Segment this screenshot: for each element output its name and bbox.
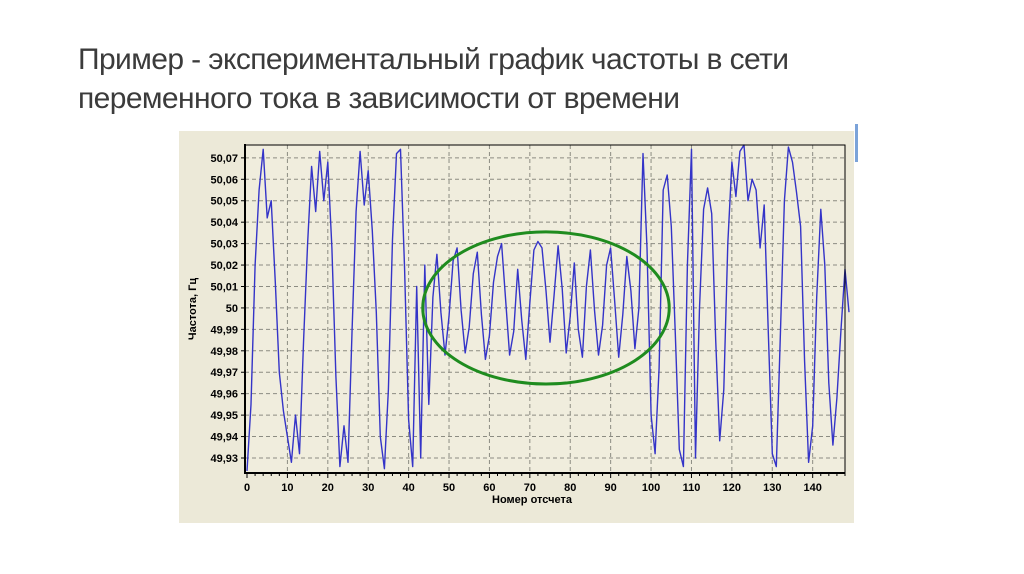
y-tick-label: 49,98 xyxy=(210,346,238,358)
slide-title: Пример - экспериментальный график частот… xyxy=(78,40,978,118)
x-tick-label: 10 xyxy=(281,482,293,494)
x-tick-label: 40 xyxy=(402,482,414,494)
x-tick-label: 100 xyxy=(642,482,660,494)
x-tick-label: 80 xyxy=(564,482,576,494)
y-tick-label: 50,06 xyxy=(210,174,238,186)
x-tick-label: 70 xyxy=(524,482,536,494)
x-tick-label: 30 xyxy=(362,482,374,494)
frequency-chart: 50,07 50,06 50,05 50,04 50,03 50,02 50,01 50 49,… xyxy=(187,144,850,506)
y-tick-label: 50,05 xyxy=(210,196,238,208)
x-tick-label: 0 xyxy=(244,482,250,494)
x-axis-title: Номер отсчета xyxy=(492,494,573,506)
y-tick-label: 50,03 xyxy=(210,239,238,251)
x-tick-label: 140 xyxy=(803,482,821,494)
frequency-series-line xyxy=(246,144,850,471)
x-tick-label: 60 xyxy=(483,482,495,494)
slide-title-line-2: переменного тока в зависимости от времен… xyxy=(78,82,680,115)
x-tick-label: 50 xyxy=(443,482,455,494)
y-tick-label: 50,04 xyxy=(210,217,238,229)
y-tick-label: 49,99 xyxy=(210,324,238,336)
slide-title-line-1: Пример - экспериментальный график частот… xyxy=(78,43,789,76)
y-tick-label: 50,07 xyxy=(210,153,238,165)
y-tick-label: 49,97 xyxy=(210,367,238,379)
x-tick-label: 90 xyxy=(605,482,617,494)
plot-area xyxy=(245,145,845,473)
y-tick-label: 49,93 xyxy=(210,453,238,465)
accent-strip xyxy=(855,124,858,162)
y-tick-label: 50 xyxy=(226,303,238,315)
y-axis-title: Частота, Гц xyxy=(187,278,199,341)
y-tick-label: 49,96 xyxy=(210,389,238,401)
stable-region-ellipse xyxy=(421,230,671,386)
y-tick-label: 50,01 xyxy=(210,281,238,293)
frequency-chart-panel: 50,07 50,06 50,05 50,04 50,03 50,02 50,01 50 49,… xyxy=(179,131,854,523)
x-tick-label: 130 xyxy=(763,482,781,494)
x-tick-label: 120 xyxy=(723,482,741,494)
x-tick-label: 110 xyxy=(683,482,701,494)
y-tick-label: 50,02 xyxy=(210,260,238,272)
y-tick-label: 49,94 xyxy=(210,432,238,444)
x-tick-label: 20 xyxy=(322,482,334,494)
y-tick-label: 49,95 xyxy=(210,410,238,422)
